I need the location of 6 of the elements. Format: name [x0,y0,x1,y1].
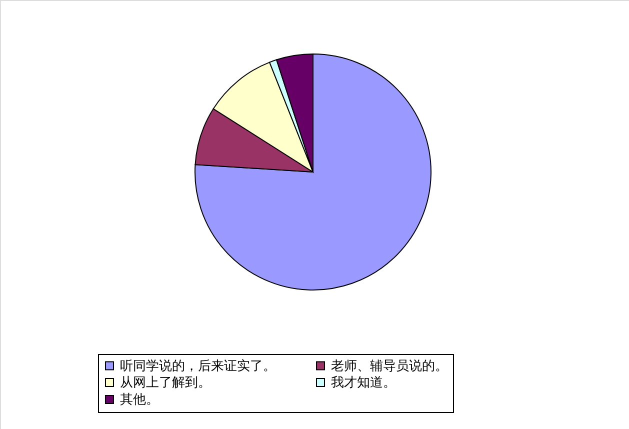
legend-label: 老师、辅导员说的。 [331,358,448,374]
legend-label: 其他。 [120,392,159,408]
legend-label: 我才知道。 [331,376,396,390]
legend-label: 从网上了解到。 [120,376,211,390]
pie-slice [194,54,432,290]
legend-label: 听同学说的，后来证实了。 [120,358,276,374]
